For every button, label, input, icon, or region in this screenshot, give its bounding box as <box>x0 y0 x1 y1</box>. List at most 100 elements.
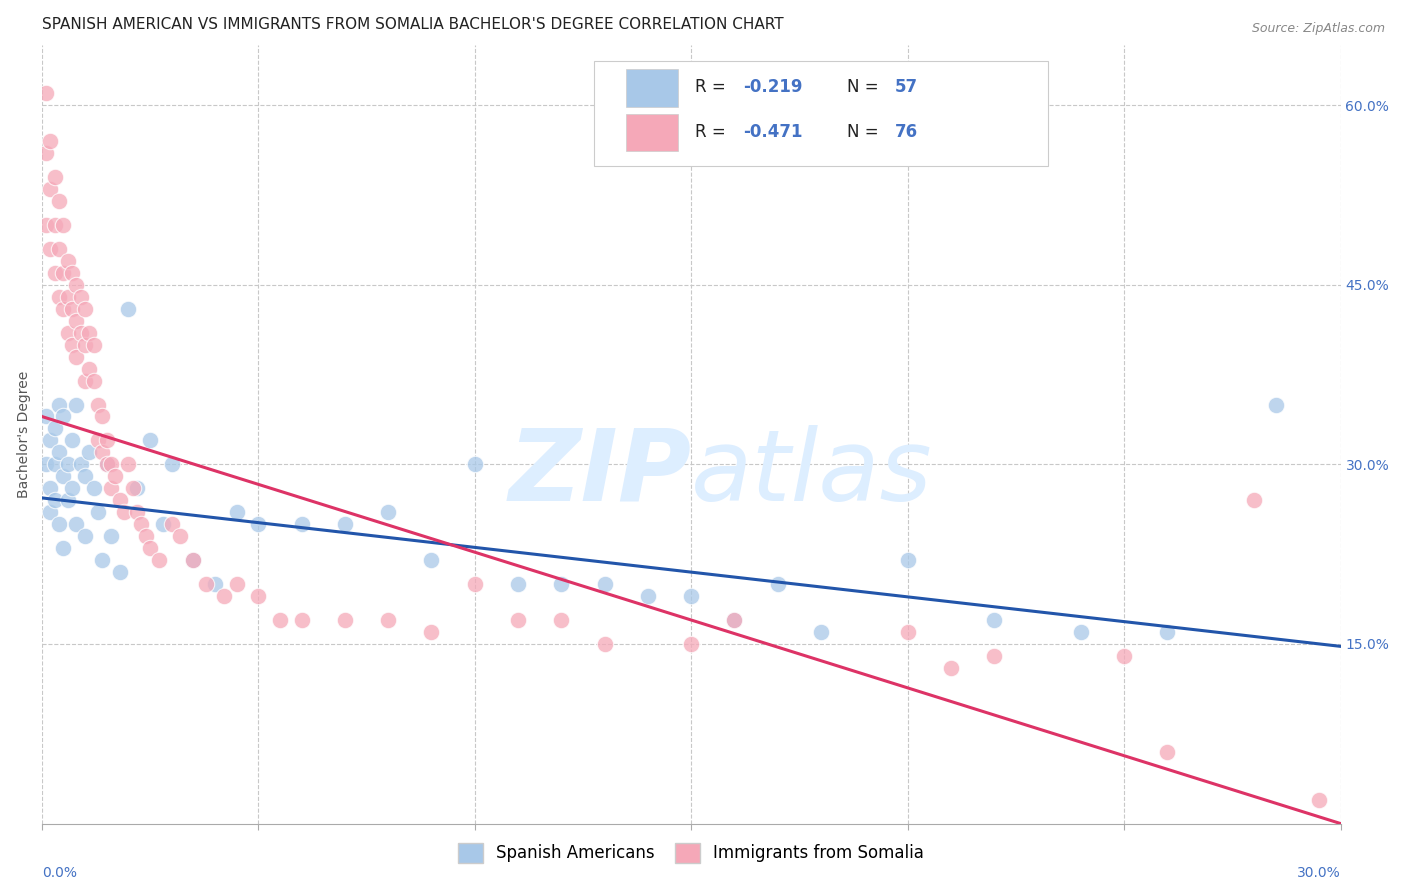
Point <box>39 434 62 448</box>
Point <box>681 637 703 651</box>
Point <box>117 458 139 472</box>
Point <box>52 541 75 556</box>
Point <box>48 194 70 208</box>
Point <box>139 541 162 556</box>
Point <box>60 301 83 316</box>
Point <box>35 146 58 161</box>
Point <box>100 481 122 495</box>
Point <box>195 577 218 591</box>
Point <box>333 517 356 532</box>
Point <box>112 505 135 519</box>
Point <box>160 458 183 472</box>
Point <box>117 301 139 316</box>
Point <box>723 613 745 627</box>
Point <box>52 301 75 316</box>
Point <box>506 577 529 591</box>
Point <box>52 218 75 232</box>
Point <box>108 565 131 579</box>
Bar <box>626 114 678 152</box>
Text: 57: 57 <box>896 78 918 96</box>
Point <box>983 613 1005 627</box>
Point <box>766 577 789 591</box>
Point <box>181 553 204 567</box>
Text: 30.0%: 30.0% <box>1296 866 1340 880</box>
Point <box>125 481 148 495</box>
Text: Source: ZipAtlas.com: Source: ZipAtlas.com <box>1251 22 1385 36</box>
Point <box>983 648 1005 663</box>
Text: R =: R = <box>695 78 731 96</box>
Point <box>56 326 79 340</box>
Point <box>1243 493 1265 508</box>
Text: 0.0%: 0.0% <box>42 866 77 880</box>
Text: atlas: atlas <box>692 425 932 522</box>
Text: -0.219: -0.219 <box>744 78 803 96</box>
Point <box>87 505 110 519</box>
Point <box>420 625 443 640</box>
Point <box>550 577 572 591</box>
Point <box>44 458 66 472</box>
Point <box>464 577 486 591</box>
Point <box>104 469 127 483</box>
Point <box>75 469 97 483</box>
Text: 76: 76 <box>896 123 918 141</box>
Point <box>69 458 91 472</box>
Point <box>290 517 312 532</box>
Point <box>35 458 58 472</box>
Text: ZIP: ZIP <box>508 425 692 522</box>
Point <box>91 553 114 567</box>
Point <box>420 553 443 567</box>
Point <box>65 350 87 364</box>
Point <box>65 397 87 411</box>
Point <box>52 266 75 280</box>
Point <box>290 613 312 627</box>
Point <box>100 529 122 543</box>
Point <box>121 481 143 495</box>
Point <box>333 613 356 627</box>
Point <box>56 493 79 508</box>
Point <box>39 134 62 148</box>
Point <box>139 434 162 448</box>
Bar <box>626 70 678 107</box>
Point <box>35 218 58 232</box>
Point <box>39 182 62 196</box>
Point <box>1114 648 1136 663</box>
Point <box>65 314 87 328</box>
Text: N =: N = <box>846 78 884 96</box>
FancyBboxPatch shape <box>593 61 1049 166</box>
Point <box>377 613 399 627</box>
Point <box>212 589 235 603</box>
Point <box>269 613 291 627</box>
Point <box>48 517 70 532</box>
Point <box>52 409 75 424</box>
Point <box>60 266 83 280</box>
Point <box>181 553 204 567</box>
Point <box>593 637 616 651</box>
Point <box>593 577 616 591</box>
Point <box>83 337 105 351</box>
Point <box>56 290 79 304</box>
Point <box>79 326 101 340</box>
Point <box>1264 397 1286 411</box>
Point <box>48 397 70 411</box>
Point <box>96 434 118 448</box>
Legend: Spanish Americans, Immigrants from Somalia: Spanish Americans, Immigrants from Somal… <box>451 836 931 870</box>
Point <box>44 169 66 184</box>
Point <box>681 589 703 603</box>
Point <box>464 458 486 472</box>
Point <box>637 589 659 603</box>
Point <box>83 481 105 495</box>
Point <box>87 434 110 448</box>
Point <box>69 290 91 304</box>
Point <box>39 242 62 256</box>
Point <box>1156 745 1178 759</box>
Point <box>96 458 118 472</box>
Point <box>75 529 97 543</box>
Text: R =: R = <box>695 123 731 141</box>
Point <box>247 589 270 603</box>
Point <box>1156 625 1178 640</box>
Point <box>65 517 87 532</box>
Point <box>225 577 247 591</box>
Point <box>44 421 66 435</box>
Point <box>39 505 62 519</box>
Point <box>506 613 529 627</box>
